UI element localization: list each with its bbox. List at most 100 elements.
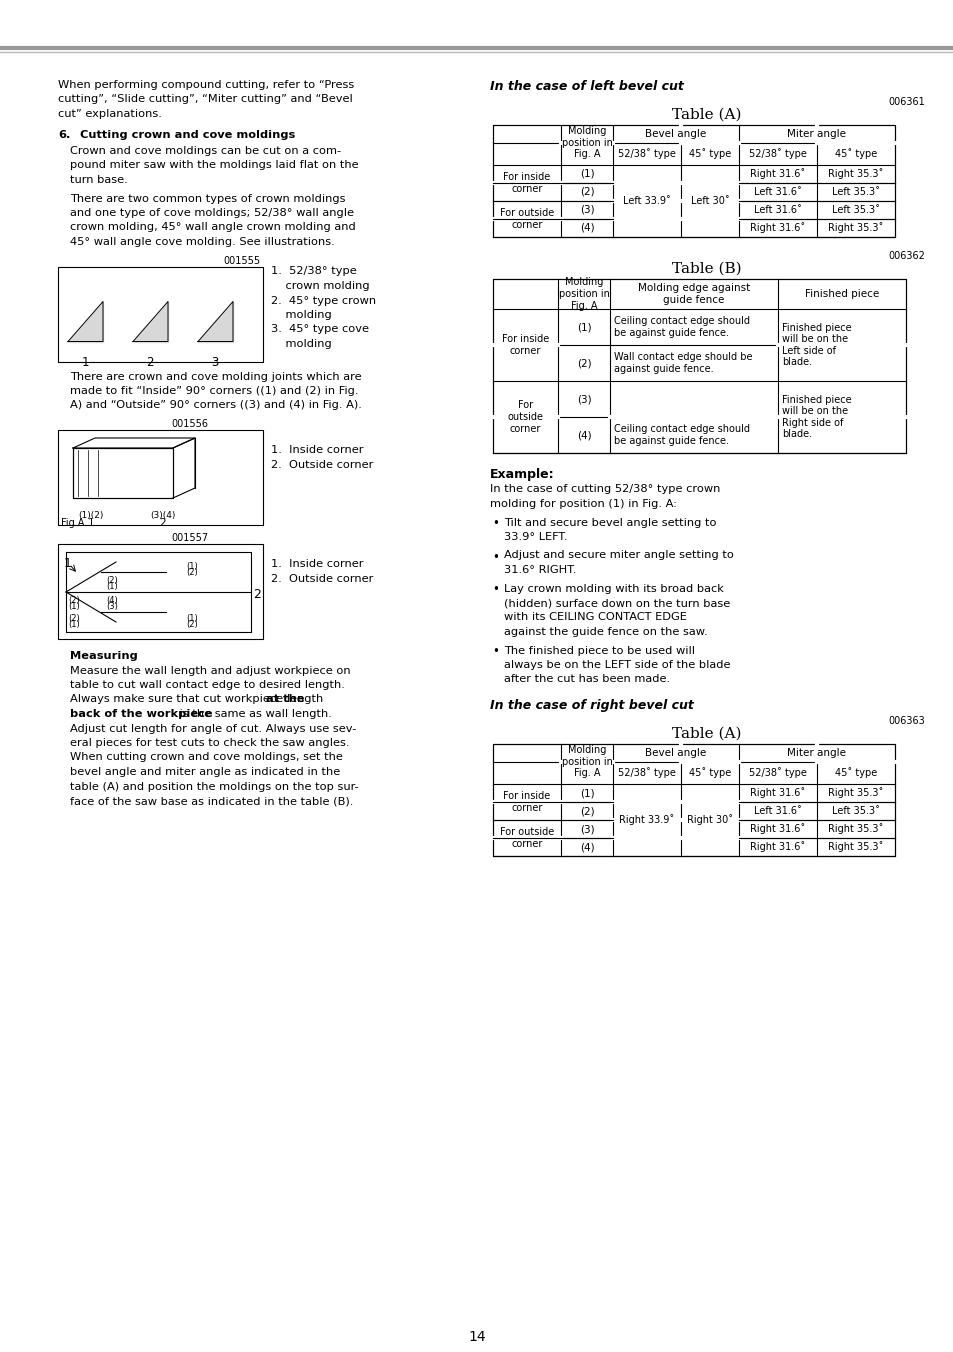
Text: (3)(4): (3)(4): [151, 511, 175, 521]
Text: (4): (4): [579, 223, 594, 233]
Text: molding: molding: [271, 339, 332, 349]
Text: with its CEILING CONTACT EDGE: with its CEILING CONTACT EDGE: [503, 612, 686, 622]
Text: 52/38˚ type: 52/38˚ type: [748, 768, 806, 779]
Bar: [493, 744, 894, 856]
Text: •: •: [492, 584, 498, 596]
Text: Left 31.6˚: Left 31.6˚: [753, 206, 801, 215]
Text: (1): (1): [68, 621, 80, 629]
Text: Tilt and secure bevel angle setting to: Tilt and secure bevel angle setting to: [503, 518, 716, 527]
Text: (1): (1): [576, 322, 591, 333]
Text: made to fit “Inside” 90° corners ((1) and (2) in Fig.: made to fit “Inside” 90° corners ((1) an…: [70, 387, 358, 396]
Text: 001557: 001557: [172, 533, 209, 544]
Text: Crown and cove moldings can be cut on a com-: Crown and cove moldings can be cut on a …: [70, 146, 341, 155]
Text: Molding
position in
Fig. A: Molding position in Fig. A: [561, 126, 612, 160]
Text: Ceiling contact edge should
be against guide fence.: Ceiling contact edge should be against g…: [614, 316, 749, 338]
Text: 45˚ type: 45˚ type: [688, 768, 730, 779]
Text: (2): (2): [68, 614, 80, 623]
Text: 1: 1: [64, 557, 71, 571]
Text: Lay crown molding with its broad back: Lay crown molding with its broad back: [503, 584, 723, 594]
Text: molding: molding: [271, 310, 332, 320]
Text: 45˚ type: 45˚ type: [688, 149, 730, 160]
Text: Always make sure that cut workpiece length: Always make sure that cut workpiece leng…: [70, 695, 327, 704]
Text: (3): (3): [106, 602, 118, 611]
Text: For outside
corner: For outside corner: [499, 208, 554, 230]
Text: When cutting crown and cove moldings, set the: When cutting crown and cove moldings, se…: [70, 753, 342, 763]
Text: 1.  52/38° type: 1. 52/38° type: [271, 266, 356, 277]
Text: Right 31.6˚: Right 31.6˚: [750, 223, 804, 234]
Bar: [58, 544, 263, 639]
Text: back of the workpiece: back of the workpiece: [70, 708, 213, 719]
Text: Ceiling contact edge should
be against guide fence.: Ceiling contact edge should be against g…: [614, 425, 749, 446]
Text: table (A) and position the moldings on the top sur-: table (A) and position the moldings on t…: [70, 781, 358, 791]
Text: always be on the LEFT side of the blade: always be on the LEFT side of the blade: [503, 660, 730, 671]
Text: 52/38˚ type: 52/38˚ type: [618, 768, 676, 779]
Text: The finished piece to be used will: The finished piece to be used will: [503, 645, 695, 656]
Text: (1): (1): [186, 614, 197, 623]
Text: Left 31.6˚: Left 31.6˚: [753, 806, 801, 817]
Text: 3: 3: [212, 356, 218, 369]
Text: Molding edge against
guide fence: Molding edge against guide fence: [638, 283, 749, 304]
Text: cut” explanations.: cut” explanations.: [58, 110, 162, 119]
Bar: [58, 430, 263, 525]
Bar: [493, 124, 894, 237]
Text: cutting”, “Slide cutting”, “Miter cutting” and “Bevel: cutting”, “Slide cutting”, “Miter cuttin…: [58, 95, 353, 104]
Text: 2.  Outside corner: 2. Outside corner: [271, 573, 373, 584]
Text: crown molding, 45° wall angle crown molding and: crown molding, 45° wall angle crown mold…: [70, 223, 355, 233]
Text: (2): (2): [106, 576, 117, 585]
Bar: [493, 279, 905, 453]
Text: at the: at the: [266, 695, 304, 704]
Text: (4): (4): [576, 430, 591, 439]
Text: (4): (4): [579, 842, 594, 852]
Text: Left 31.6˚: Left 31.6˚: [753, 187, 801, 197]
Text: For
outside
corner: For outside corner: [507, 400, 543, 434]
Text: 2: 2: [146, 356, 153, 369]
Text: Bevel angle: Bevel angle: [644, 748, 706, 758]
Text: Left 30˚: Left 30˚: [690, 196, 729, 206]
Bar: [493, 124, 894, 237]
Text: after the cut has been made.: after the cut has been made.: [503, 675, 669, 684]
Text: Molding
position in
Fig. A: Molding position in Fig. A: [558, 277, 609, 311]
Text: Example:: Example:: [490, 468, 554, 481]
Text: Miter angle: Miter angle: [786, 128, 845, 139]
Text: Table (A): Table (A): [672, 727, 741, 741]
Text: 33.9° LEFT.: 33.9° LEFT.: [503, 531, 567, 542]
Text: Left 33.9˚: Left 33.9˚: [622, 196, 670, 206]
Text: against the guide fence on the saw.: against the guide fence on the saw.: [503, 627, 707, 637]
Text: eral pieces for test cuts to check the saw angles.: eral pieces for test cuts to check the s…: [70, 738, 349, 748]
Text: 1: 1: [88, 518, 94, 529]
Text: There are two common types of crown moldings: There are two common types of crown mold…: [70, 193, 345, 204]
Text: (1)(2): (1)(2): [78, 511, 104, 521]
Text: Bevel angle: Bevel angle: [644, 128, 706, 139]
Text: For inside
corner: For inside corner: [503, 791, 550, 813]
Text: Fig.A: Fig.A: [61, 518, 84, 529]
Text: 006363: 006363: [887, 717, 924, 726]
Text: Right 35.3˚: Right 35.3˚: [827, 169, 882, 180]
Text: 45° wall angle cove molding. See illustrations.: 45° wall angle cove molding. See illustr…: [70, 237, 335, 247]
Text: 52/38˚ type: 52/38˚ type: [748, 149, 806, 160]
Text: molding for position (1) in Fig. A:: molding for position (1) in Fig. A:: [490, 499, 677, 508]
Text: Table (A): Table (A): [672, 108, 741, 122]
Text: Left 35.3˚: Left 35.3˚: [831, 187, 879, 197]
Text: is the same as wall length.: is the same as wall length.: [175, 708, 332, 719]
Text: 52/38˚ type: 52/38˚ type: [618, 149, 676, 160]
Text: Measure the wall length and adjust workpiece on: Measure the wall length and adjust workp…: [70, 665, 351, 676]
Text: face of the saw base as indicated in the table (B).: face of the saw base as indicated in the…: [70, 796, 353, 806]
Text: 31.6° RIGHT.: 31.6° RIGHT.: [503, 565, 576, 575]
Polygon shape: [198, 301, 233, 342]
Text: •: •: [492, 518, 498, 530]
Bar: [58, 266, 263, 361]
Text: 2.  45° type crown: 2. 45° type crown: [271, 296, 375, 306]
Text: For inside
corner: For inside corner: [503, 172, 550, 193]
Bar: [493, 279, 905, 453]
Polygon shape: [132, 301, 168, 342]
Text: 2.  Outside corner: 2. Outside corner: [271, 460, 373, 469]
Text: 006362: 006362: [887, 251, 924, 261]
Text: (4): (4): [106, 596, 117, 604]
Text: turn base.: turn base.: [70, 174, 128, 185]
Text: pound miter saw with the moldings laid flat on the: pound miter saw with the moldings laid f…: [70, 161, 358, 170]
Text: Right 31.6˚: Right 31.6˚: [750, 788, 804, 799]
Text: Molding
position in
Fig. A: Molding position in Fig. A: [561, 745, 612, 779]
Text: Finished piece: Finished piece: [804, 289, 879, 299]
Text: 2: 2: [253, 588, 260, 602]
Text: There are crown and cove molding joints which are: There are crown and cove molding joints …: [70, 372, 361, 381]
